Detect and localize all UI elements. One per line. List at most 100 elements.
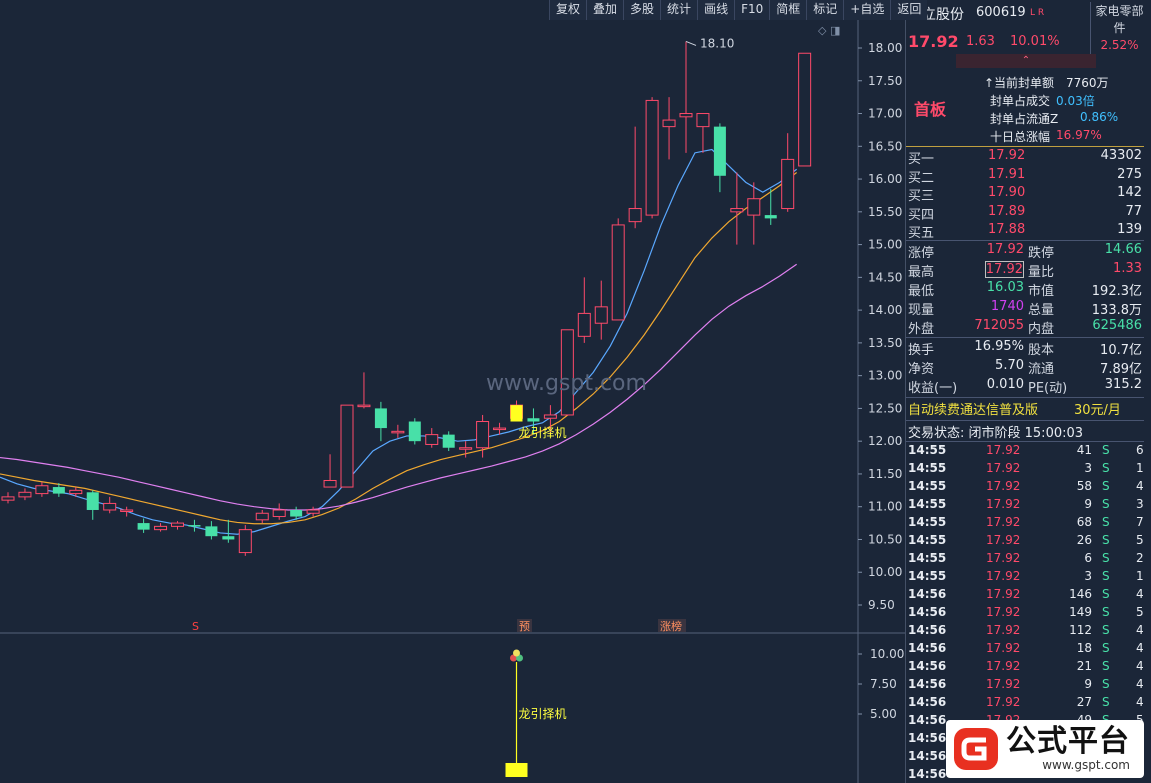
- toolbar-button-7[interactable]: 标记: [806, 0, 844, 20]
- toolbar-button-0[interactable]: 复权: [549, 0, 587, 20]
- price-tick-label: 9.50: [868, 598, 895, 612]
- candle[interactable]: [205, 521, 218, 540]
- candle[interactable]: [69, 487, 83, 497]
- tick-volume: 112: [1069, 623, 1092, 637]
- toolbar-button-4[interactable]: 画线: [697, 0, 735, 20]
- candle[interactable]: [306, 506, 320, 517]
- price-tick-label: 18.00: [868, 41, 902, 55]
- tick-side: S: [1102, 677, 1110, 691]
- candle[interactable]: [527, 408, 540, 435]
- candle[interactable]: [340, 404, 354, 488]
- candle[interactable]: [357, 372, 371, 409]
- tick-row: 14:56: [906, 749, 1144, 768]
- candle[interactable]: [459, 441, 473, 458]
- candle[interactable]: [323, 454, 337, 488]
- price-tick-label: 17.00: [868, 107, 902, 121]
- price-tick-label: 10.00: [868, 565, 902, 579]
- candle[interactable]: [374, 401, 387, 442]
- candle[interactable]: [493, 422, 507, 435]
- sub-tick-label: 10.00: [870, 647, 904, 661]
- candle[interactable]: [18, 488, 32, 501]
- tick-time: 14:56: [908, 587, 947, 601]
- stat-row: 现量 1740 总量 133.8万: [906, 299, 1144, 318]
- candle[interactable]: [747, 182, 761, 245]
- kline-chart[interactable]: 18.00 17.50 17.00 16.50 16.00 15.50 15.00 14.50…: [0, 0, 905, 783]
- signal-candle: [510, 405, 523, 422]
- candle[interactable]: [52, 483, 65, 497]
- candle[interactable]: [86, 490, 99, 520]
- chart-window-icons[interactable]: ◇ ◨: [818, 24, 841, 37]
- stat-value: 16.95%: [974, 339, 1024, 354]
- candle[interactable]: [560, 329, 574, 416]
- candle[interactable]: [35, 481, 49, 497]
- bid-label: 买三: [908, 189, 935, 204]
- toolbar-button-2[interactable]: 多股: [623, 0, 661, 20]
- candle[interactable]: [408, 418, 421, 445]
- tick-side: S: [1102, 623, 1110, 637]
- candle[interactable]: [543, 405, 557, 435]
- seal-label: 十日总涨幅: [990, 130, 1051, 144]
- price-change-pct: 10.01%: [1010, 34, 1060, 49]
- candle[interactable]: [290, 506, 303, 520]
- candle[interactable]: [764, 188, 777, 225]
- stat-label: 涨停: [908, 246, 935, 261]
- candle[interactable]: [137, 518, 150, 533]
- candle[interactable]: [679, 41, 693, 153]
- candle[interactable]: [798, 52, 812, 167]
- toolbar-button-1[interactable]: 叠加: [586, 0, 624, 20]
- tick-count: 7: [1136, 515, 1144, 529]
- candle[interactable]: [696, 113, 710, 153]
- collapse-arrow-icon[interactable]: ⌃: [956, 54, 1096, 68]
- kline-chart-area[interactable]: 18.00 17.50 17.00 16.50 16.00 15.50 15.00 14.50…: [0, 0, 928, 783]
- candle[interactable]: [577, 277, 591, 343]
- sector-box[interactable]: 家电零部件 2.52%: [1090, 2, 1148, 54]
- toolbar-button-6[interactable]: 简框: [769, 0, 807, 20]
- tick-row: 14:56: [906, 731, 1144, 750]
- tick-price: 17.92: [986, 659, 1021, 673]
- candle[interactable]: [238, 525, 252, 556]
- candle[interactable]: [272, 503, 286, 520]
- sector-name: 家电零部件: [1095, 4, 1144, 35]
- candle[interactable]: [730, 172, 744, 245]
- tick-time: 14:56: [908, 677, 947, 691]
- candle[interactable]: [154, 523, 168, 532]
- stat-label: 内盘: [1028, 322, 1055, 337]
- candle[interactable]: [781, 133, 795, 212]
- candle[interactable]: [188, 519, 201, 532]
- promo-line[interactable]: 自动续费通达信普及版 30元/月: [906, 399, 1144, 418]
- tick-row: 14:55 17.92 6 S 2: [906, 551, 1144, 570]
- candle[interactable]: [662, 97, 676, 160]
- toolbar-button-3[interactable]: 统计: [660, 0, 698, 20]
- tick-row: 14:56 17.92 9 S 4: [906, 677, 1144, 696]
- candle[interactable]: [1, 492, 15, 504]
- high-price-label: 18.10: [700, 36, 734, 50]
- candle[interactable]: [594, 280, 608, 340]
- tick-price: 17.92: [986, 641, 1021, 655]
- toolbar-button-8[interactable]: +自选: [843, 0, 891, 20]
- candle[interactable]: [611, 218, 625, 321]
- candle[interactable]: [476, 414, 490, 458]
- candle[interactable]: [222, 519, 235, 543]
- candle[interactable]: [425, 428, 439, 448]
- price-tick-label: 17.50: [868, 74, 902, 88]
- candle[interactable]: [645, 97, 659, 219]
- candle[interactable]: [120, 506, 134, 517]
- stat-label: PE(动): [1028, 381, 1068, 396]
- candle[interactable]: [713, 123, 726, 193]
- candle[interactable]: [255, 509, 269, 524]
- toolbar-button-9[interactable]: 返回: [890, 0, 928, 20]
- tick-price: 17.92: [986, 533, 1021, 547]
- stat-value: 1740: [990, 299, 1024, 314]
- tick-time: 14:55: [908, 551, 947, 565]
- candle[interactable]: [171, 521, 184, 530]
- stat-label: 总量: [1028, 303, 1055, 318]
- price-tick-label: 13.50: [868, 336, 902, 350]
- toolbar-button-5[interactable]: F10: [734, 0, 770, 20]
- candle[interactable]: [391, 424, 405, 438]
- stat-value: 17.92: [984, 261, 1024, 278]
- tick-time: 14:56: [908, 623, 947, 637]
- candle[interactable]: [628, 126, 642, 229]
- stat-label: 净资: [908, 362, 935, 377]
- candle[interactable]: [103, 496, 117, 514]
- candle[interactable]: [442, 431, 455, 452]
